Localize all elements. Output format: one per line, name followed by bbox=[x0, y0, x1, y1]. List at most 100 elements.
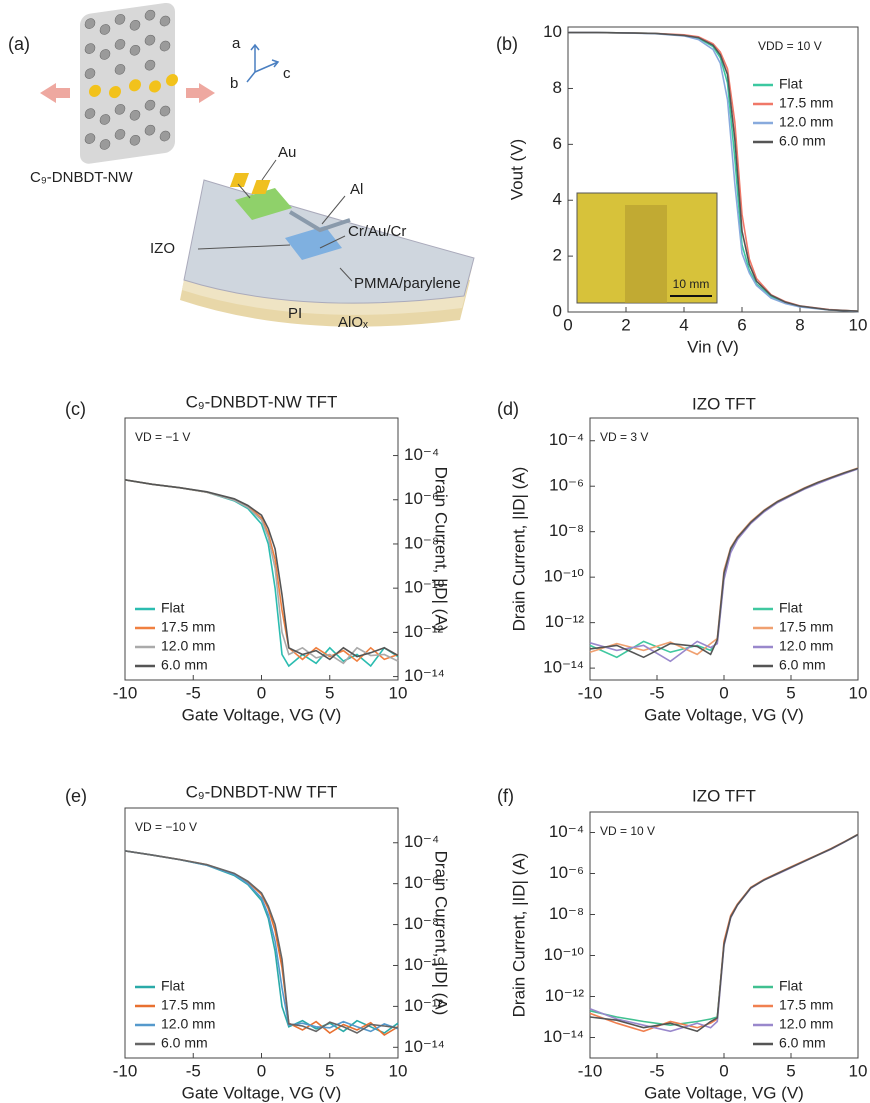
legend-label: Flat bbox=[161, 978, 184, 994]
legend-label: 6.0 mm bbox=[779, 1035, 826, 1051]
y-tick-label: 10⁻⁸ bbox=[549, 521, 584, 540]
strain-arrow bbox=[186, 83, 215, 103]
chart-title: IZO TFT bbox=[692, 394, 756, 413]
y-tick-label: 10⁻¹² bbox=[404, 622, 444, 641]
x-tick-label: 10 bbox=[849, 683, 868, 702]
panel-label: (c) bbox=[65, 399, 86, 419]
x-tick-label: -10 bbox=[113, 1061, 138, 1080]
axis-label: c bbox=[283, 65, 291, 82]
atoms bbox=[84, 9, 171, 150]
panel-label: (d) bbox=[497, 399, 519, 419]
y-tick-label: 4 bbox=[553, 190, 562, 209]
y-tick-label: 10⁻⁴ bbox=[549, 822, 584, 841]
x-axis-label: Gate Voltage, VG (V) bbox=[644, 1083, 804, 1102]
y-tick-label: 6 bbox=[553, 134, 562, 153]
chart-panel: (d) IZO TFT -10 -5 0 5 10 10⁻⁴ 10⁻⁶ 10⁻⁸ 10⁻¹⁰ 10⁻¹… bbox=[497, 394, 867, 724]
data-line bbox=[589, 467, 859, 659]
x-tick-label: 10 bbox=[389, 683, 408, 702]
y-tick-label: 10⁻⁴ bbox=[404, 832, 439, 851]
annotation: VD = −10 V bbox=[135, 820, 197, 834]
layer-label: Cr/Au/Cr bbox=[348, 223, 406, 240]
annotation: VD = 3 V bbox=[600, 430, 648, 444]
y-axis-label: Drain Current, |ID| (A) bbox=[509, 853, 528, 1018]
x-tick-label: 10 bbox=[849, 315, 868, 334]
y-tick-label: 10⁻¹⁴ bbox=[404, 666, 445, 685]
y-tick-label: 10 bbox=[543, 22, 562, 41]
x-axis-label: Gate Voltage, VG (V) bbox=[182, 705, 342, 724]
y-tick-label: 10⁻¹² bbox=[404, 996, 444, 1015]
y-axis-label: Drain Current, |ID| (A) bbox=[509, 467, 528, 632]
legend-label: 17.5 mm bbox=[161, 619, 215, 635]
crystal bbox=[80, 2, 178, 164]
panel-label: (a) bbox=[8, 34, 30, 54]
legend-label: 17.5 mm bbox=[779, 95, 833, 111]
legend-label: 12.0 mm bbox=[161, 1016, 215, 1032]
x-tick-label: 5 bbox=[786, 1061, 795, 1080]
chart-panel: (e) C₉-DNBDT-NW TFT -10 -5 0 5 10 10⁻⁴ 10⁻⁶ 10⁻⁸ 1… bbox=[65, 782, 451, 1102]
x-tick-label: -5 bbox=[649, 1061, 664, 1080]
legend-label: 6.0 mm bbox=[779, 657, 826, 673]
x-tick-label: -10 bbox=[578, 1061, 603, 1080]
y-axis-label: Drain Current, |ID| (A) bbox=[432, 851, 451, 1016]
legend-label: Flat bbox=[779, 600, 802, 616]
y-tick-label: 10⁻⁴ bbox=[404, 445, 439, 464]
legend-label: 6.0 mm bbox=[161, 657, 208, 673]
y-tick-label: 10⁻¹⁴ bbox=[543, 658, 584, 677]
annotation: VDD = 10 V bbox=[758, 39, 822, 53]
au-pad bbox=[229, 173, 250, 187]
layer-label: PMMA/parylene bbox=[354, 275, 461, 292]
legend-label: Flat bbox=[779, 76, 802, 92]
panel-label: (b) bbox=[496, 34, 518, 54]
legend-label: 12.0 mm bbox=[161, 638, 215, 654]
legend-label: 12.0 mm bbox=[779, 638, 833, 654]
legend-label: 17.5 mm bbox=[779, 997, 833, 1013]
strain-arrow bbox=[40, 83, 70, 103]
y-tick-label: 8 bbox=[553, 78, 562, 97]
x-tick-label: 0 bbox=[257, 683, 266, 702]
annotation: VD = −1 V bbox=[135, 430, 190, 444]
y-tick-label: 10⁻⁸ bbox=[404, 914, 439, 933]
y-tick-label: 10⁻⁶ bbox=[404, 873, 439, 892]
al-line bbox=[288, 210, 351, 233]
layer-label: C₉-DNBDT-NW bbox=[30, 169, 133, 186]
legend-label: 6.0 mm bbox=[161, 1035, 208, 1051]
panel-label: (f) bbox=[497, 786, 514, 806]
y-tick-label: 10⁻¹⁰ bbox=[404, 955, 445, 974]
axis-label: a bbox=[232, 35, 241, 52]
axis-label: b bbox=[230, 75, 238, 92]
x-tick-label: -5 bbox=[186, 1061, 201, 1080]
x-tick-label: 6 bbox=[737, 315, 746, 334]
izo bbox=[285, 226, 342, 260]
plot-frame bbox=[567, 26, 859, 313]
y-axis-label: Drain Current, |ID| (A) bbox=[432, 467, 451, 632]
data-line bbox=[124, 479, 399, 661]
x-tick-label: 10 bbox=[849, 1061, 868, 1080]
x-tick-label: 4 bbox=[679, 315, 688, 334]
leaders bbox=[197, 159, 353, 282]
chart-panel: (b) 0 2 4 6 8 10 0 2 4 6 8 10 Vin (V) Vout (V) 10 mm VDD… bbox=[496, 22, 867, 356]
data-line bbox=[589, 468, 859, 663]
y-tick-label: 10⁻¹⁴ bbox=[404, 1037, 445, 1056]
chart-panel: (c) C₉-DNBDT-NW TFT -10 -5 0 5 10 10⁻⁴ 10⁻⁶ 10⁻⁸ 1… bbox=[65, 392, 451, 724]
chart-title: IZO TFT bbox=[692, 786, 756, 805]
y-tick-label: 10⁻¹² bbox=[545, 986, 585, 1005]
legend-label: 17.5 mm bbox=[161, 997, 215, 1013]
panel-a: (a) a b c bbox=[8, 2, 475, 331]
y-tick-label: 10⁻⁸ bbox=[549, 904, 584, 923]
side-chains bbox=[89, 74, 178, 99]
y-tick-label: 10⁻⁶ bbox=[549, 476, 584, 495]
annotation: VD = 10 V bbox=[600, 824, 655, 838]
chart-title: C₉-DNBDT-NW TFT bbox=[186, 782, 338, 801]
layer-label: AlOₓ bbox=[338, 314, 368, 331]
x-axis-label: Vin (V) bbox=[687, 337, 739, 356]
y-tick-label: 10⁻¹⁰ bbox=[404, 578, 445, 597]
y-tick-label: 10⁻⁸ bbox=[404, 533, 439, 552]
x-tick-label: -10 bbox=[113, 683, 138, 702]
y-tick-label: 10⁻¹⁰ bbox=[544, 945, 585, 964]
axis-arrows bbox=[246, 43, 280, 83]
y-tick-label: 0 bbox=[553, 301, 562, 320]
y-tick-label: 10⁻⁴ bbox=[549, 430, 584, 449]
y-tick-label: 10⁻¹² bbox=[545, 612, 585, 631]
x-tick-label: -5 bbox=[186, 683, 201, 702]
